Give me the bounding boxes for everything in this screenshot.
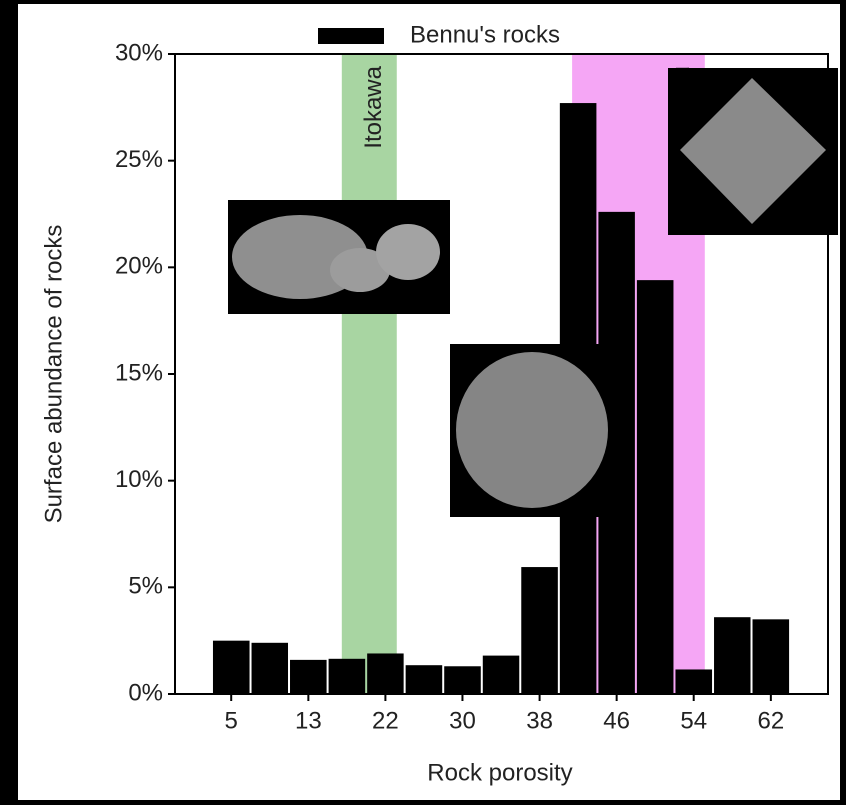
y-tick-label: 0%: [128, 679, 163, 706]
bar: [637, 280, 674, 694]
ryugu-image: [668, 68, 838, 235]
y-axis-label: Surface abundance of rocks: [40, 225, 67, 524]
x-tick-label: 30: [449, 707, 476, 734]
x-axis-label: Rock porosity: [427, 759, 572, 786]
bar: [714, 617, 750, 694]
bar: [290, 660, 327, 694]
chart: ItokawaRyugu Rock porosity Surface abund…: [0, 0, 846, 805]
x-tick-label: 54: [680, 707, 707, 734]
legend-label: Bennu's rocks: [410, 21, 560, 48]
x-tick-label: 62: [757, 707, 784, 734]
y-tick-label: 5%: [128, 573, 163, 600]
x-tick-label: 5: [225, 707, 238, 734]
bar: [329, 659, 366, 694]
y-tick-label: 25%: [115, 146, 163, 173]
bar: [367, 653, 403, 694]
bar: [252, 643, 288, 694]
y-tick-label: 15%: [115, 359, 163, 386]
x-tick-label: 22: [372, 707, 399, 734]
x-tick-label: 13: [295, 707, 322, 734]
span-band: [342, 54, 397, 694]
x-tick-label: 38: [526, 707, 553, 734]
bennu-image: [450, 344, 614, 517]
x-tick-label: 46: [603, 707, 630, 734]
bar: [521, 567, 558, 694]
bar: [406, 665, 443, 694]
legend-swatch: [318, 28, 384, 44]
span-label: Itokawa: [360, 65, 387, 148]
y-tick-label: 30%: [115, 39, 163, 66]
y-tick-label: 10%: [115, 466, 163, 493]
bar: [213, 641, 250, 694]
itokawa-image: [228, 200, 450, 314]
bar: [753, 619, 790, 694]
y-tick-label: 20%: [115, 253, 163, 280]
bar: [444, 666, 481, 694]
bar: [675, 669, 712, 694]
bar: [483, 656, 519, 694]
